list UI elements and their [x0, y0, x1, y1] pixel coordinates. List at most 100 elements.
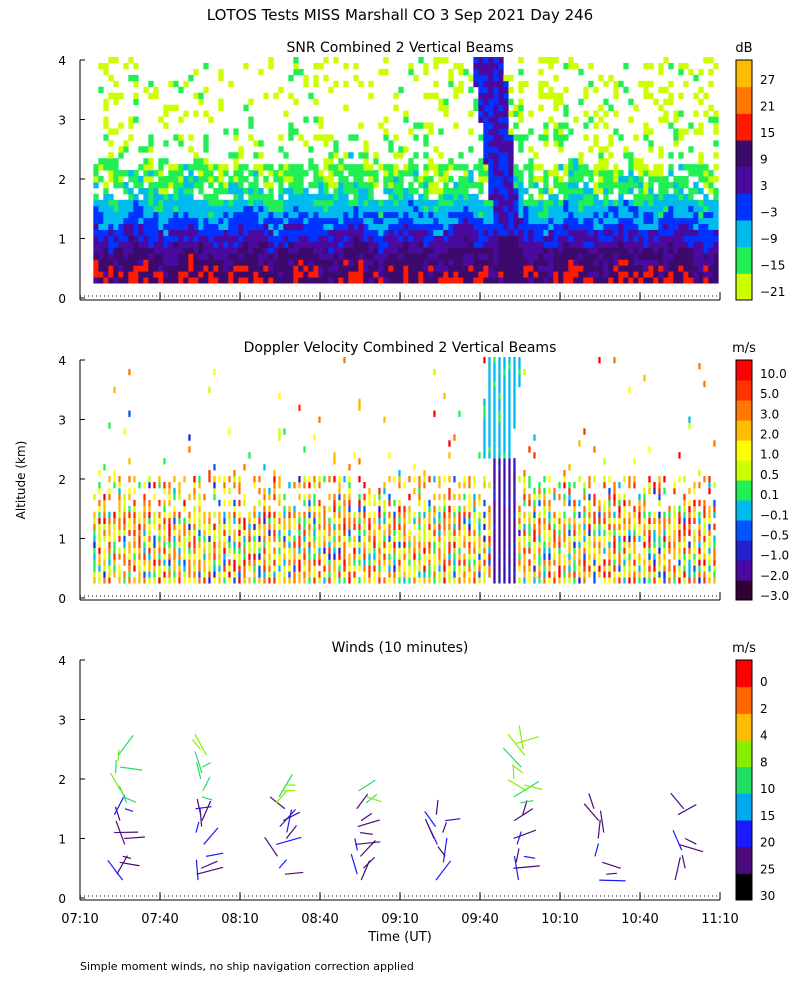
snr-cell: [673, 187, 679, 195]
snr-cell: [573, 181, 579, 189]
doppler-cell: [478, 523, 481, 530]
doppler-cell: [548, 476, 551, 483]
doppler-cell: [248, 565, 251, 572]
doppler-cell: [628, 553, 631, 560]
snr-cell: [568, 259, 574, 266]
doppler-cell: [258, 499, 261, 507]
snr-cell: [308, 217, 314, 225]
doppler-cell: [628, 476, 631, 483]
snr-cell: [308, 164, 314, 171]
snr-cell: [578, 259, 584, 266]
snr-cell: [123, 187, 129, 195]
snr-cell: [303, 217, 309, 225]
doppler-cell: [513, 529, 516, 536]
doppler-cell: [423, 577, 426, 584]
snr-cell: [158, 205, 164, 213]
snr-cell: [663, 199, 669, 207]
doppler-cell: [663, 523, 666, 530]
snr-cell: [508, 265, 514, 272]
snr-cell: [463, 271, 469, 278]
snr-cell: [703, 176, 709, 183]
snr-cell: [493, 217, 499, 225]
doppler-cell: [458, 571, 461, 578]
doppler-cell: [638, 535, 641, 542]
doppler-cell: [93, 559, 96, 566]
snr-cell: [263, 277, 269, 284]
snr-cell: [528, 271, 534, 278]
snr-cell: [203, 146, 209, 153]
doppler-cell: [248, 523, 251, 530]
snr-cell: [168, 164, 174, 171]
snr-cell: [323, 211, 329, 219]
snr-cell: [348, 235, 354, 242]
snr-cell: [458, 187, 464, 195]
doppler-cell: [173, 547, 176, 554]
snr-cell: [503, 265, 509, 272]
doppler-cell: [668, 505, 671, 513]
doppler-cell: [473, 535, 476, 542]
doppler-cell: [463, 565, 466, 572]
doppler-cell: [428, 577, 431, 584]
snr-cell: [673, 176, 679, 183]
snr-cell: [243, 205, 249, 213]
snr-cell: [493, 205, 499, 213]
snr-cell: [153, 259, 159, 266]
doppler-cell: [623, 517, 626, 525]
doppler-cell: [623, 571, 626, 578]
doppler-cell: [238, 535, 241, 542]
doppler-cell: [438, 529, 441, 536]
doppler-cell: [493, 577, 496, 584]
snr-cell: [558, 98, 564, 106]
doppler-cell: [473, 565, 476, 572]
snr-cell: [123, 170, 129, 177]
snr-cell: [163, 176, 169, 183]
doppler-cell: [668, 565, 671, 572]
doppler-cell: [493, 517, 496, 525]
doppler-cell: [143, 565, 146, 572]
doppler-cell: [438, 547, 441, 554]
doppler-cell: [93, 529, 96, 536]
snr-cell: [628, 98, 634, 106]
snr-cell: [123, 223, 129, 230]
snr-cell: [353, 62, 359, 70]
snr-cell: [463, 217, 469, 225]
snr-cell: [298, 176, 304, 183]
doppler-cell: [513, 416, 516, 423]
doppler-cell: [588, 535, 591, 542]
doppler-cell: [338, 505, 341, 513]
doppler-cell: [473, 577, 476, 584]
snr-cell: [293, 265, 299, 272]
doppler-cell: [523, 523, 526, 530]
snr-cell: [423, 152, 429, 159]
doppler-cell: [433, 505, 436, 513]
doppler-cell: [538, 541, 541, 548]
doppler-cell: [688, 505, 691, 513]
snr-cell: [683, 265, 689, 272]
doppler-cell: [523, 559, 526, 566]
doppler-cell: [143, 499, 146, 507]
snr-cell: [403, 217, 409, 225]
doppler-cell: [318, 505, 321, 513]
doppler-cell: [608, 577, 611, 584]
snr-cell: [353, 187, 359, 195]
snr-cell: [468, 86, 474, 94]
snr-cell: [713, 247, 719, 254]
snr-cell: [318, 116, 324, 123]
snr-cell: [138, 176, 144, 183]
snr-cell: [648, 199, 654, 207]
doppler-cell: [348, 559, 351, 566]
snr-cell: [603, 211, 609, 219]
doppler-cell: [558, 559, 561, 566]
doppler-cell: [388, 541, 391, 548]
snr-cell: [503, 211, 509, 219]
doppler-cell: [543, 505, 546, 513]
snr-cell: [408, 277, 414, 284]
doppler-cell: [658, 493, 661, 501]
snr-cell: [523, 164, 529, 171]
snr-cell: [368, 259, 374, 266]
snr-cell: [158, 229, 164, 236]
doppler-cell: [378, 541, 381, 548]
doppler-cell: [378, 547, 381, 554]
snr-cell: [208, 217, 214, 225]
